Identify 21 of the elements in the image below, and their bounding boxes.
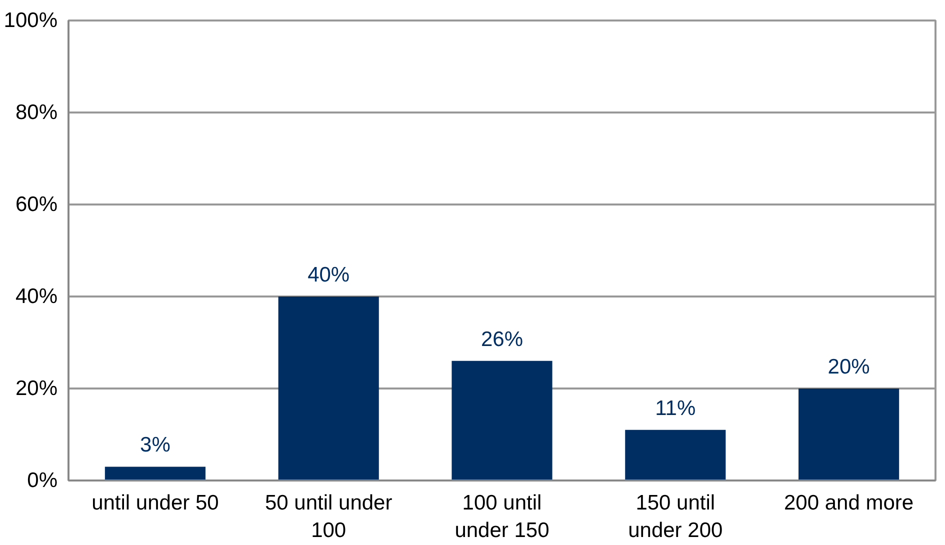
- data-label: 11%: [655, 396, 696, 420]
- bar: [798, 388, 900, 480]
- y-tick-label: 40%: [15, 285, 58, 308]
- y-tick-label: 60%: [15, 193, 58, 216]
- bar: [278, 296, 379, 480]
- data-label: 3%: [140, 434, 170, 457]
- y-tick-label: 80%: [15, 101, 58, 124]
- x-tick-label: 50 until under 100: [264, 492, 392, 542]
- bar: [104, 466, 206, 480]
- x-tick-label: until under 50: [92, 492, 219, 514]
- data-label: 20%: [828, 356, 870, 378]
- y-tick-label: 0%: [27, 469, 58, 492]
- y-tick-label: 100%: [4, 9, 58, 32]
- data-label: 26%: [480, 328, 524, 351]
- bar: [452, 360, 552, 480]
- bar: [625, 430, 726, 480]
- x-tick-label: 200 and more: [784, 492, 914, 514]
- data-label: 40%: [308, 264, 350, 286]
- y-tick-label: 20%: [15, 377, 58, 400]
- x-tick-label: 100 until under 150: [454, 492, 550, 542]
- x-tick-label: 150 until under 200: [628, 492, 723, 542]
